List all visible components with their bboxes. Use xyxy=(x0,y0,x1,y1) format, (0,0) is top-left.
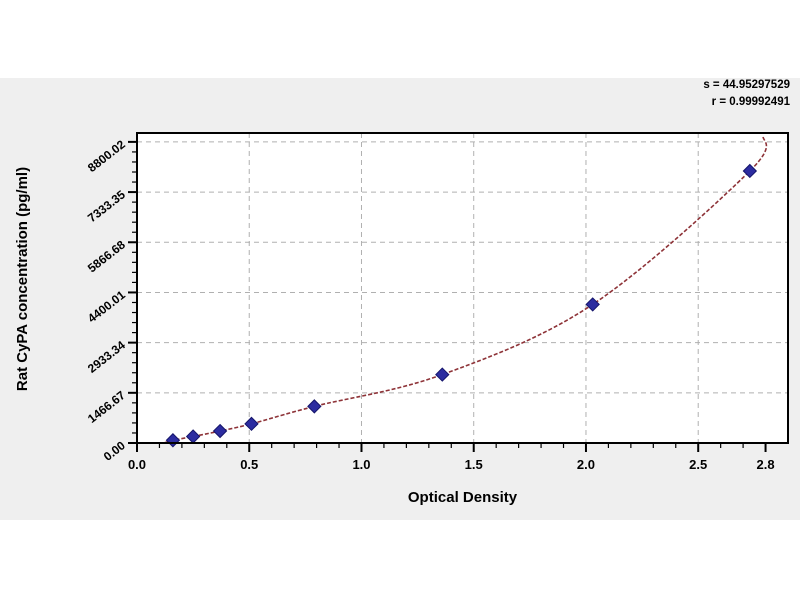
gridlines xyxy=(137,133,788,443)
y-tick-labels: 0.00 1466.67 2933.34 4400.01 5866.68 7333.35 8… xyxy=(85,137,128,464)
svg-text:8800.02: 8800.02 xyxy=(85,137,128,175)
svg-text:7333.35: 7333.35 xyxy=(85,187,128,225)
data-point-marker xyxy=(212,423,228,439)
data-points xyxy=(165,163,758,448)
svg-text:2933.34: 2933.34 xyxy=(85,338,128,376)
svg-text:0.0: 0.0 xyxy=(128,457,146,472)
plot-area xyxy=(137,133,788,443)
svg-text:2.0: 2.0 xyxy=(577,457,595,472)
svg-text:5866.68: 5866.68 xyxy=(85,237,128,275)
data-point-marker xyxy=(307,399,322,414)
svg-text:0.5: 0.5 xyxy=(240,457,258,472)
axis-ticks xyxy=(128,140,767,452)
svg-text:1466.67: 1466.67 xyxy=(85,388,128,426)
svg-text:1.0: 1.0 xyxy=(352,457,370,472)
svg-text:2.8: 2.8 xyxy=(757,457,775,472)
data-point-marker xyxy=(165,433,181,448)
fit-statistic-s: s = 44.95297529 xyxy=(703,79,790,91)
x-axis-title: Optical Density xyxy=(407,489,518,506)
fit-statistics: s = 44.95297529 r = 0.99992491 xyxy=(703,77,790,111)
data-point-marker xyxy=(435,367,450,382)
data-point-marker xyxy=(742,163,758,179)
fit-statistic-r: r = 0.99992491 xyxy=(711,96,790,108)
svg-text:2.5: 2.5 xyxy=(689,457,707,472)
x-tick-labels: 0.0 0.5 1.0 1.5 2.0 2.5 2.8 xyxy=(128,457,775,472)
svg-text:1.5: 1.5 xyxy=(465,457,483,472)
data-point-marker xyxy=(585,297,600,312)
plot-border xyxy=(136,132,789,444)
svg-text:0.00: 0.00 xyxy=(101,438,128,464)
data-point-marker xyxy=(244,416,259,432)
svg-text:4400.01: 4400.01 xyxy=(85,288,128,326)
